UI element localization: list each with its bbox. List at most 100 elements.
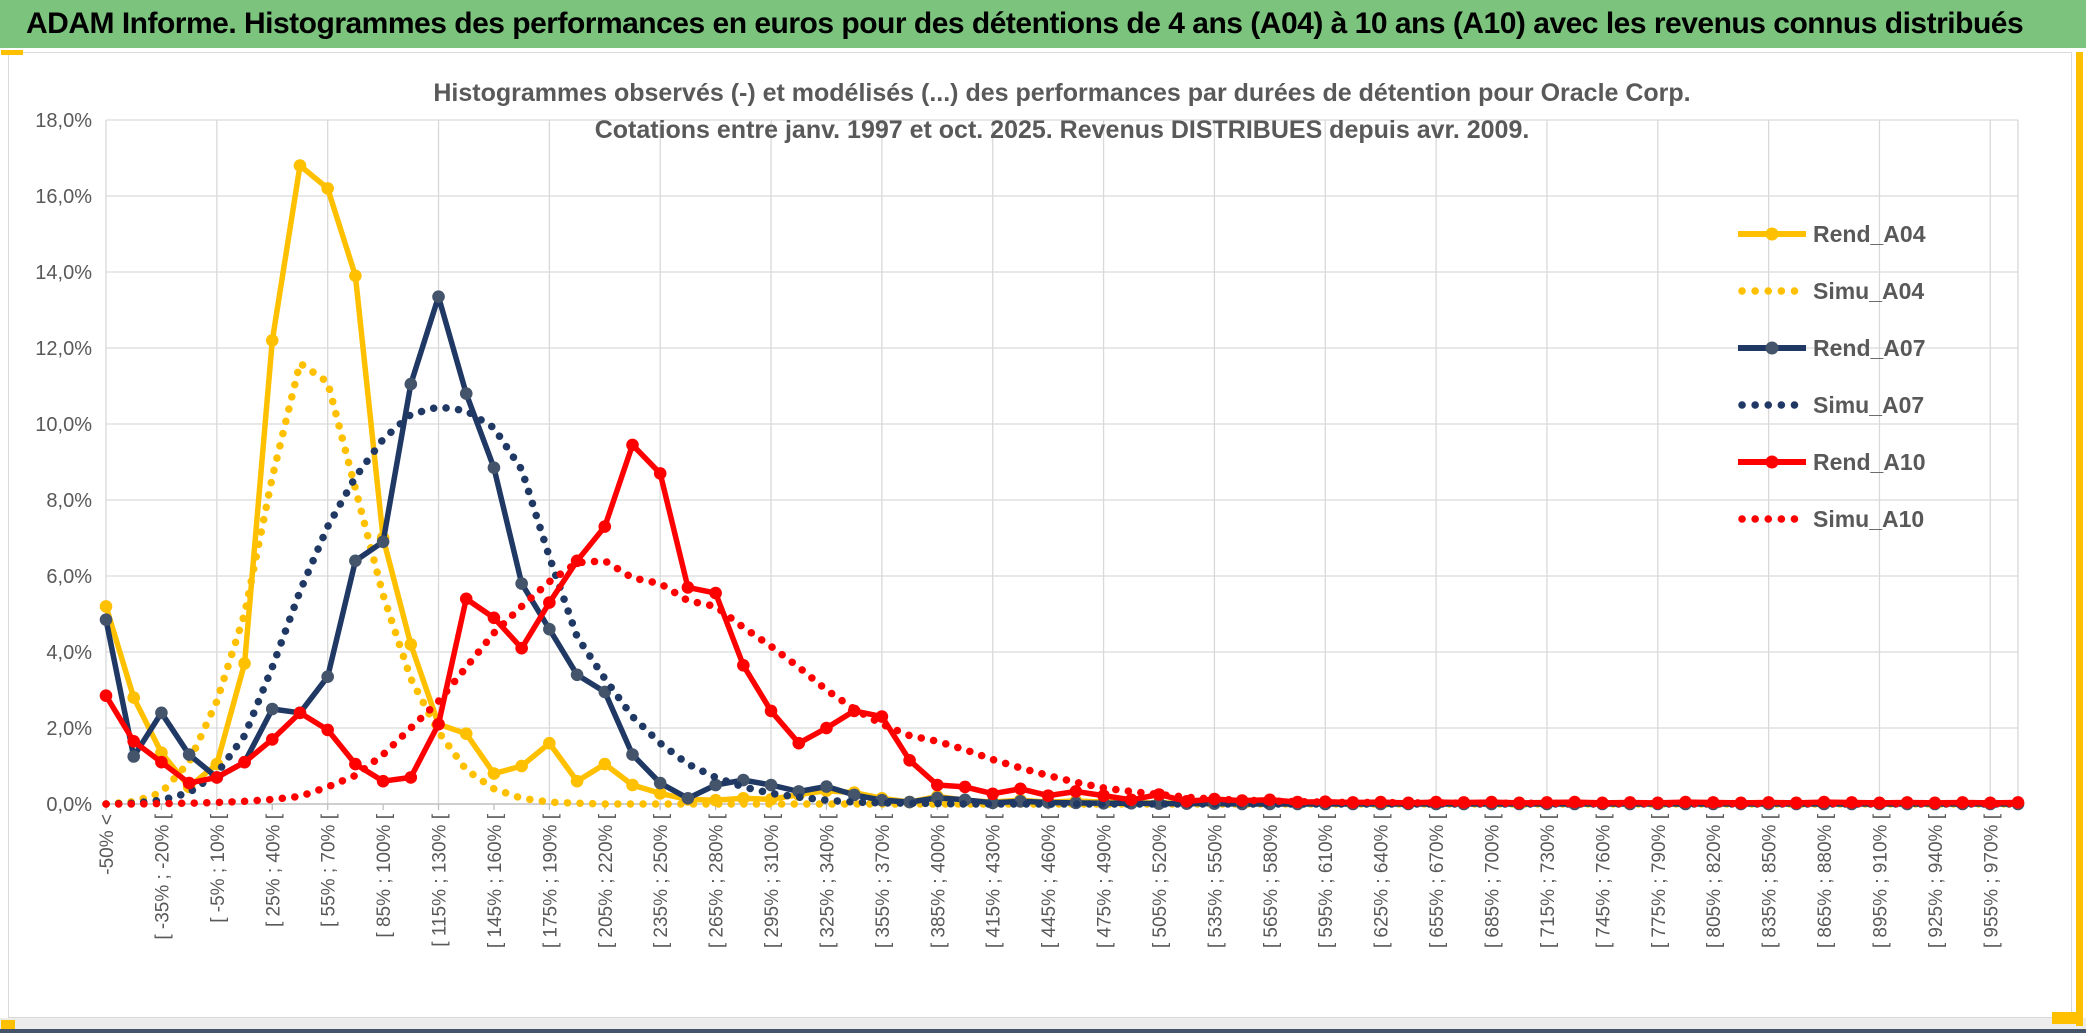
series-marker [1097, 789, 1110, 802]
series-marker [653, 467, 667, 480]
header-bar: ADAM Informe. Histogrammes des performan… [0, 0, 2086, 48]
series-marker [349, 554, 362, 568]
series-marker [432, 290, 445, 304]
x-tick-label: [ 835% ; 850% [ [1760, 813, 1781, 948]
y-tick-label: 18,0% [35, 110, 92, 132]
y-tick-label: 0,0% [46, 794, 92, 816]
series-marker [182, 776, 196, 790]
series-marker [155, 755, 168, 769]
legend: Rend_A04 Simu_A04 Rend_A07 Simu_A07 Rend_A10… [1738, 221, 1926, 532]
x-tick-label: [ 775% ; 790% [ [1649, 813, 1670, 948]
series-marker [99, 689, 113, 702]
chart-border-accent-right[interactable] [2076, 52, 2083, 1026]
legend-swatch-marker [1765, 455, 1779, 469]
x-tick-label: [ 415% ; 430% [ [984, 813, 1005, 948]
chart-card[interactable] [8, 52, 2072, 1018]
series-marker [293, 159, 307, 172]
x-tick-label: [ 715% ; 730% [ [1538, 813, 1559, 948]
series-marker [1069, 785, 1083, 798]
x-tick-label: [ 295% ; 310% [ [762, 813, 783, 948]
series-Rend_A04[interactable] [99, 159, 2025, 810]
series-marker [265, 334, 279, 347]
x-tick-label: [ 145% ; 160% [ [485, 813, 506, 948]
series-Simu_A07[interactable] [102, 403, 2022, 808]
chart-border-accent-topleft [1, 50, 23, 55]
series-marker [515, 759, 528, 773]
series-marker [875, 710, 889, 723]
series-dotted-line [102, 557, 2022, 808]
series-marker [986, 787, 1000, 801]
legend-item-Rend_A10[interactable]: Rend_A10 [1738, 449, 1925, 475]
series-marker [487, 611, 501, 625]
y-tick-label: 14,0% [35, 262, 92, 284]
series-Simu_A10[interactable] [102, 557, 2022, 808]
legend-item-Simu_A10[interactable]: Simu_A10 [1738, 506, 1924, 532]
series-marker [238, 657, 251, 670]
series-marker [404, 638, 418, 651]
series-marker [321, 670, 334, 683]
series-marker [432, 717, 445, 731]
legend-label: Rend_A07 [1813, 335, 1925, 361]
x-tick-label: [ 445% ; 460% [ [1039, 813, 1060, 948]
chart-title: Histogrammes observés (-) et modélisés (… [433, 79, 1690, 144]
series-Rend_A10[interactable] [99, 438, 2025, 810]
series-marker [958, 780, 972, 794]
x-tick-label: [ 115% ; 130% [ [430, 813, 451, 946]
series-marker [543, 596, 556, 609]
header-title: ADAM Informe. Histogrammes des performan… [26, 7, 2024, 40]
x-tick-label: [ 175% ; 190% [ [540, 813, 561, 948]
x-axis-labels: -50% < [ -35% ; -20% [[ -5% ; 10% [[ 25% … [97, 804, 2002, 948]
series-marker [321, 182, 334, 195]
y-tick-label: 6,0% [46, 566, 92, 588]
x-tick-label: [ 655% ; 670% [ [1427, 813, 1448, 948]
series-marker [764, 778, 778, 792]
series-marker [376, 774, 390, 788]
legend-item-Rend_A07[interactable]: Rend_A07 [1738, 335, 1925, 361]
legend-item-Rend_A04[interactable]: Rend_A04 [1738, 221, 1926, 247]
series-marker [459, 727, 473, 740]
legend-item-Simu_A04[interactable]: Simu_A04 [1738, 278, 1924, 304]
x-tick-label: [ 565% ; 580% [ [1261, 813, 1282, 948]
x-tick-label: [ 535% ; 550% [ [1205, 813, 1226, 948]
series-marker [570, 668, 584, 682]
series-marker [127, 750, 141, 763]
legend-label: Simu_A07 [1813, 392, 1924, 418]
x-tick-label: [ 955% ; 970% [ [1981, 813, 2002, 948]
x-tick-label: [ 865% ; 880% [ [1815, 813, 1836, 948]
series-marker [709, 778, 722, 792]
x-tick-label: [ -35% ; -20% [ [152, 813, 173, 939]
x-tick-label: [ 325% ; 340% [ [817, 813, 838, 948]
x-tick-label: [ 805% ; 820% [ [1704, 813, 1725, 948]
series-marker [349, 269, 362, 283]
series-marker [598, 520, 612, 533]
series-marker [626, 438, 639, 452]
x-tick-label: [ 205% ; 220% [ [596, 813, 617, 948]
x-tick-label: [ 595% ; 610% [ [1316, 813, 1337, 948]
series-marker [487, 767, 501, 780]
series-marker [737, 659, 750, 672]
chart-title-line: Histogrammes observés (-) et modélisés (… [433, 79, 1690, 107]
y-axis-labels: 0,0% 2,0% 4,0% 6,0% 8,0% 10,0% 12,0% 14,0% 16,0%… [35, 110, 92, 816]
x-tick-label: [ 895% ; 910% [ [1870, 813, 1891, 948]
chart-border-accent-bottomright[interactable] [2052, 1012, 2076, 1024]
y-tick-label: 2,0% [46, 718, 92, 740]
x-tick-label: [ 55% ; 70% [ [319, 813, 340, 927]
legend-label: Rend_A10 [1813, 449, 1925, 475]
legend-label: Simu_A04 [1813, 278, 1924, 304]
series-marker [99, 613, 113, 626]
series-marker [570, 774, 584, 788]
series-marker [681, 581, 695, 594]
plot-gridlines [105, 119, 2019, 805]
x-tick-label: [ 685% ; 700% [ [1483, 813, 1504, 948]
series-marker [820, 721, 833, 735]
series-marker [709, 586, 722, 600]
series-marker [293, 706, 307, 720]
series-marker [1152, 797, 1166, 810]
legend-swatch-marker [1765, 341, 1779, 355]
legend-item-Simu_A07[interactable]: Simu_A07 [1738, 392, 1924, 418]
legend-label: Simu_A10 [1813, 506, 1924, 532]
series-marker [1124, 793, 1138, 807]
x-tick-label: -50% < [97, 814, 118, 875]
series-marker [210, 771, 224, 784]
